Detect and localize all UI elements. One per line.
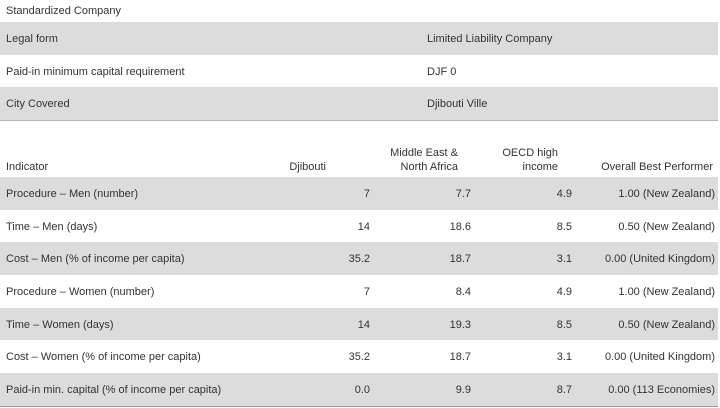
table-row: Procedure – Women (number) 7 8.4 4.9 1.00 (N…	[0, 275, 718, 308]
cell-oecd: 4.9	[556, 188, 572, 200]
cell-djibouti: 35.2	[348, 253, 370, 266]
cell-oecd: 8.5	[556, 318, 572, 331]
table-row: Cost – Men (% of income per capita) 35.2 1…	[0, 242, 718, 276]
cell-djibouti: 14	[357, 220, 370, 233]
header-mena: Middle East & North Africa	[390, 147, 458, 173]
table-row: Time – Men (days) 14 18.6 8.5 0.50 (New Zeal…	[0, 210, 718, 243]
section-title: Standardized Company	[6, 5, 121, 17]
info-label: Legal form	[6, 33, 58, 45]
cell-mena: 8.4	[455, 286, 471, 299]
cell-best-performer: 0.00 (United Kingdom)	[604, 351, 715, 364]
table-row: Time – Women (days) 14 19.3 8.5 0.50 (New Ze…	[0, 307, 718, 341]
cell-mena: 18.6	[449, 220, 471, 233]
cell-best-performer: 1.00 (New Zealand)	[618, 286, 715, 299]
cell-best-performer: 1.00 (New Zealand)	[618, 188, 715, 200]
cell-best-performer: 0.50 (New Zealand)	[618, 318, 715, 331]
header-indicator: Indicator	[6, 161, 49, 173]
info-value: Limited Liability Company	[427, 33, 553, 45]
table-row: Procedure – Men (number) 7 7.7 4.9 1.00 (New…	[0, 177, 718, 210]
cell-oecd: 8.5	[556, 220, 572, 233]
cell-oecd: 8.7	[556, 384, 572, 397]
cell-djibouti: 7	[363, 286, 370, 299]
info-label: City Covered	[6, 98, 70, 111]
cell-indicator: Procedure – Men (number)	[6, 188, 139, 200]
table-row: Cost – Women (% of income per capita) 35.…	[0, 340, 718, 373]
info-label: Paid-in minimum capital requirement	[6, 65, 185, 78]
cell-indicator: Cost – Men (% of income per capita)	[6, 253, 185, 266]
cell-djibouti: 7	[363, 188, 370, 200]
header-djibouti: Djibouti	[289, 161, 326, 173]
cell-indicator: Cost – Women (% of income per capita)	[6, 351, 201, 364]
cell-oecd: 3.1	[556, 351, 572, 364]
cell-mena: 18.7	[449, 253, 471, 266]
cell-indicator: Time – Women (days)	[6, 318, 114, 331]
cell-best-performer: 0.00 (United Kingdom)	[604, 253, 715, 266]
cell-mena: 9.9	[455, 384, 471, 397]
cell-mena: 7.7	[455, 188, 471, 200]
info-value: Djibouti Ville	[427, 98, 488, 111]
info-row: Legal form Limited Liability Company	[0, 22, 718, 55]
cell-best-performer: 0.50 (New Zealand)	[618, 220, 715, 233]
header-best-performer: Overall Best Performer	[601, 161, 713, 173]
cell-indicator: Time – Men (days)	[6, 220, 98, 233]
cell-djibouti: 0.0	[354, 384, 370, 397]
cell-oecd: 4.9	[556, 286, 572, 299]
info-value: DJF 0	[427, 65, 457, 78]
indicators-table: Indicator Djibouti Middle East & North A…	[0, 140, 718, 407]
cell-oecd: 3.1	[556, 253, 572, 266]
header-oecd: OECD high income	[502, 147, 558, 173]
cell-mena: 18.7	[449, 351, 471, 364]
cell-mena: 19.3	[449, 318, 471, 331]
table-header: Indicator Djibouti Middle East & North A…	[0, 140, 718, 177]
cell-indicator: Procedure – Women (number)	[6, 286, 155, 299]
info-row: Paid-in minimum capital requirement DJF …	[0, 55, 718, 88]
cell-djibouti: 14	[357, 318, 370, 331]
info-row: City Covered Djibouti Ville	[0, 87, 718, 121]
company-info-table: Legal form Limited Liability Company Pai…	[0, 22, 718, 122]
cell-djibouti: 35.2	[348, 351, 370, 364]
cell-best-performer: 0.00 (113 Economies)	[608, 384, 715, 397]
table-row: Paid-in min. capital (% of income per ca…	[0, 373, 718, 406]
cell-indicator: Paid-in min. capital (% of income per ca…	[6, 384, 222, 397]
